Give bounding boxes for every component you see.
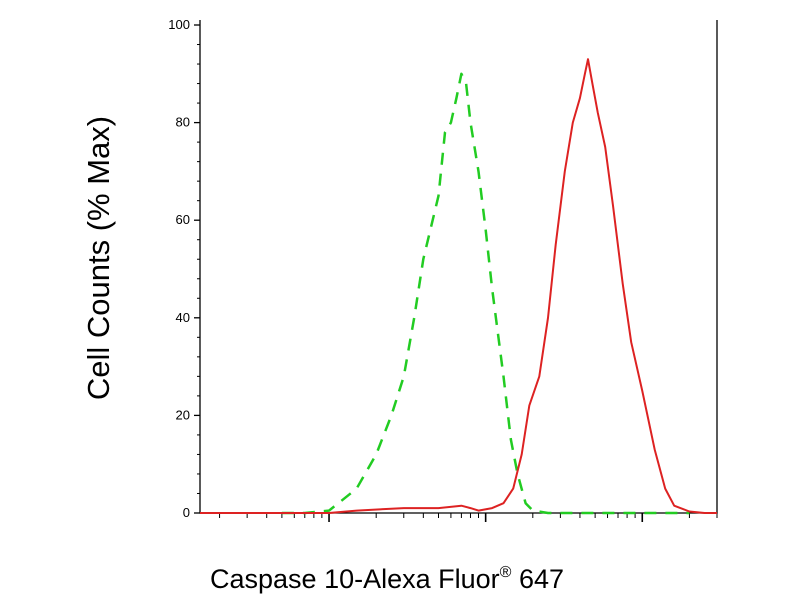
y-axis-title: Cell Counts (% Max) bbox=[81, 116, 116, 400]
series-line-isotype-control bbox=[281, 72, 690, 515]
x-axis-title: Caspase 10-Alexa Fluor® 647 bbox=[210, 564, 564, 594]
y-tick-label: 40 bbox=[176, 310, 190, 325]
x-axis-title-suffix: 647 bbox=[511, 564, 564, 594]
y-tick-label: 100 bbox=[168, 17, 190, 32]
plot-frame bbox=[199, 20, 718, 514]
series-line-sample bbox=[200, 58, 717, 514]
series-layer bbox=[200, 58, 717, 515]
plot-axes: 0 20 40 60 80 100 bbox=[168, 17, 718, 522]
y-tick-label: 20 bbox=[176, 407, 190, 422]
y-tick-label: 0 bbox=[183, 505, 190, 520]
registered-mark: ® bbox=[500, 564, 512, 581]
y-tick-label: 80 bbox=[176, 115, 190, 130]
x-axis-title-main: Caspase 10-Alexa Fluor bbox=[210, 564, 500, 594]
y-tick-label: 60 bbox=[176, 212, 190, 227]
